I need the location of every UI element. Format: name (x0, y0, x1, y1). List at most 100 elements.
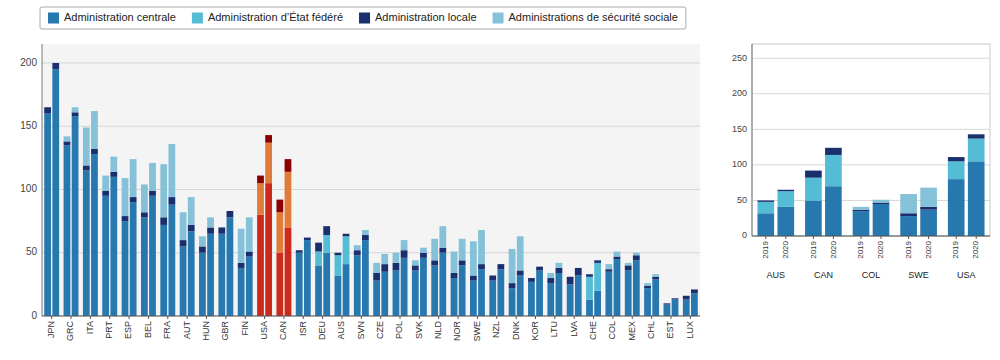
bar-segment (757, 200, 774, 201)
bar-segment (825, 147, 842, 148)
bar-segment (644, 288, 651, 316)
bar-segment (102, 191, 109, 196)
bar-segment (547, 278, 554, 283)
bar-segment (354, 245, 361, 250)
bar-segment (401, 240, 408, 250)
bar-segment (265, 183, 272, 316)
x-tick-label: CZE (375, 321, 385, 339)
bar-segment (683, 296, 690, 300)
x-tick (861, 236, 862, 239)
bar-segment (757, 202, 774, 213)
bar-segment (470, 276, 477, 281)
bar-segment (160, 225, 167, 316)
bar-segment (509, 288, 516, 316)
y-tick-label: 0 (742, 230, 747, 240)
bar-segment (373, 273, 380, 281)
x-axis-line (42, 316, 700, 317)
bar-segment (296, 253, 303, 316)
y-tick-label: 100 (732, 159, 747, 169)
bar-segment (257, 175, 264, 176)
group-label: SWE (908, 270, 929, 280)
legend-label: Administrations de sécurité sociale (509, 11, 678, 23)
x-axis-line (752, 236, 990, 237)
bar-segment (52, 69, 59, 316)
bar-segment (72, 107, 79, 112)
y-tick-label: 150 (20, 120, 37, 131)
bar-segment (64, 136, 71, 141)
bar-segment (102, 176, 109, 191)
x-tick-label: ESP (123, 321, 133, 339)
bar-segment (381, 254, 388, 264)
x-tick (167, 316, 168, 319)
bar-segment (594, 263, 601, 291)
bar-segment (276, 200, 283, 213)
group-label: AUS (767, 270, 786, 280)
bar-segment (52, 63, 59, 69)
bar-segment (130, 159, 137, 197)
bar-segment (168, 197, 175, 205)
bar-segment (517, 270, 524, 275)
x-tick-label: GRC (65, 321, 75, 342)
y-tick-label: 100 (20, 183, 37, 194)
bar-segment (528, 282, 535, 316)
x-tick-label: USA (259, 321, 269, 340)
bar-segment (567, 284, 574, 316)
grid-line (42, 316, 700, 317)
bar-segment (672, 298, 679, 299)
bar-segment (459, 239, 466, 261)
bar-segment (470, 281, 477, 316)
x-tick (419, 316, 420, 319)
bar-segment (586, 274, 593, 277)
bar-segment (605, 264, 612, 269)
x-tick-label: LVA (569, 321, 579, 337)
bar-segment (238, 263, 245, 268)
bar-segment (304, 237, 311, 238)
bar-segment (547, 273, 554, 278)
bar-segment (122, 178, 129, 216)
x-tick-label: 2019 (904, 240, 913, 258)
x-tick (129, 316, 130, 319)
bar-segment (594, 260, 601, 263)
x-tick (283, 316, 284, 319)
bar-segment (664, 303, 671, 304)
x-tick (908, 236, 909, 239)
bar-segment (323, 235, 330, 253)
bar-segment (439, 248, 446, 253)
bar-segment (644, 286, 651, 289)
bar-segment (381, 272, 388, 316)
grid-line (42, 189, 700, 190)
x-tick-label: BEL (143, 321, 153, 338)
y-tick-label: 50 (26, 246, 38, 257)
x-tick (880, 236, 881, 239)
bar-segment (315, 242, 322, 243)
x-tick-label: 2020 (829, 240, 838, 258)
x-tick-label: 2020 (971, 240, 980, 258)
inset-chart: 0501001502002502019202020192020201920202… (732, 44, 990, 280)
x-tick-label: AUS (336, 321, 346, 340)
bar-segment (343, 234, 350, 237)
bar-segment (354, 255, 361, 316)
bar-segment (575, 267, 582, 268)
x-tick (765, 236, 766, 239)
x-tick-label: FIN (240, 321, 250, 336)
bar-segment (948, 157, 965, 161)
bar-segment (497, 264, 504, 269)
bar-segment (683, 295, 690, 296)
bar-segment (44, 107, 51, 108)
grid-line (42, 252, 700, 253)
bar-segment (246, 257, 253, 316)
group-label: USA (957, 270, 976, 280)
bar-segment (207, 227, 214, 233)
bar-segment (72, 116, 79, 316)
bar-segment (362, 235, 369, 240)
bar-segment (517, 276, 524, 316)
bar-segment (412, 270, 419, 316)
bar-segment (276, 199, 283, 200)
legend-swatch (493, 13, 504, 24)
x-tick (813, 236, 814, 239)
bar-segment (777, 191, 794, 207)
bar-segment (285, 159, 292, 160)
bar-segment (110, 157, 117, 172)
bar-segment (672, 299, 679, 300)
bar-segment (556, 263, 563, 268)
